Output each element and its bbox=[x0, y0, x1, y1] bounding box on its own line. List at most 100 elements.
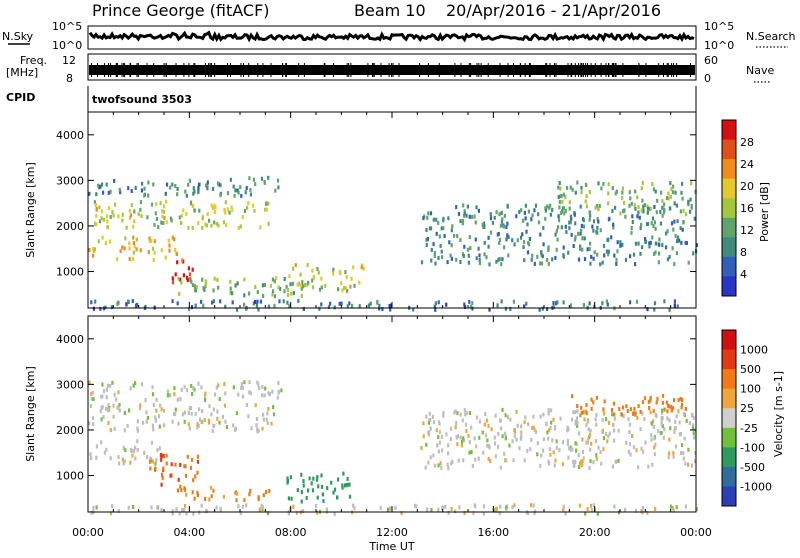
echo-cell bbox=[498, 241, 501, 245]
echo-cell bbox=[566, 441, 569, 446]
echo-cell bbox=[316, 475, 319, 480]
nsky-tick-high: 10^5 bbox=[52, 20, 82, 33]
echo-cell bbox=[114, 202, 117, 207]
echo-cell bbox=[99, 409, 102, 414]
echo-cell bbox=[684, 240, 687, 245]
echo-cell bbox=[530, 257, 533, 262]
echo-cell bbox=[687, 447, 690, 452]
echo-cell bbox=[196, 470, 199, 475]
echo-cell bbox=[547, 261, 550, 266]
echo-cell bbox=[532, 503, 535, 508]
echo-cell bbox=[319, 287, 322, 292]
echo-cell bbox=[322, 499, 325, 504]
echo-cell bbox=[574, 235, 577, 240]
echo-cell bbox=[497, 257, 500, 262]
echo-cell bbox=[684, 504, 687, 509]
echo-cell bbox=[674, 190, 677, 195]
echo-cell bbox=[472, 511, 475, 516]
echo-cell bbox=[607, 434, 610, 439]
echo-cell bbox=[434, 261, 437, 266]
echo-cell bbox=[205, 183, 208, 188]
echo-cell bbox=[179, 484, 182, 489]
echo-cell bbox=[445, 432, 448, 437]
echo-cell bbox=[429, 426, 432, 431]
echo-cell bbox=[320, 302, 323, 307]
echo-cell bbox=[178, 511, 181, 516]
echo-cell bbox=[204, 222, 207, 227]
echo-cell bbox=[274, 188, 277, 193]
echo-cell bbox=[426, 236, 429, 241]
echo-cell bbox=[174, 272, 177, 277]
echo-cell bbox=[653, 445, 656, 450]
echo-cell bbox=[549, 212, 552, 217]
echo-cell bbox=[232, 184, 235, 189]
echo-cell bbox=[525, 301, 528, 306]
echo-cell bbox=[111, 504, 114, 509]
echo-cell bbox=[557, 195, 560, 200]
echo-cell bbox=[518, 446, 521, 451]
power-colorbar-tick-label: 28 bbox=[740, 136, 754, 149]
echo-cell bbox=[591, 508, 594, 513]
echo-cell bbox=[530, 503, 533, 508]
echo-cell bbox=[641, 505, 644, 510]
echo-cell bbox=[225, 425, 228, 430]
echo-cell bbox=[694, 451, 697, 455]
echo-cell bbox=[463, 302, 466, 307]
echo-cell bbox=[332, 267, 335, 272]
echo-cell bbox=[463, 211, 466, 216]
echo-cell bbox=[311, 278, 314, 283]
echo-cell bbox=[272, 289, 275, 294]
echo-cell bbox=[263, 283, 266, 287]
echo-cell bbox=[572, 459, 575, 464]
y-tick-label: 3000 bbox=[56, 378, 84, 391]
echo-cell bbox=[136, 448, 139, 452]
echo-cell bbox=[243, 302, 246, 307]
echo-cell bbox=[592, 503, 595, 508]
echo-cell bbox=[613, 253, 616, 258]
echo-cell bbox=[597, 207, 600, 212]
echo-cell bbox=[678, 238, 681, 243]
velocity-colorbar-tick-label: 25 bbox=[740, 402, 754, 415]
echo-cell bbox=[378, 306, 381, 311]
echo-cell bbox=[265, 202, 268, 206]
echo-cell bbox=[338, 301, 341, 306]
echo-cell bbox=[260, 176, 264, 181]
echo-cell bbox=[163, 408, 166, 413]
echo-cell bbox=[467, 260, 470, 265]
echo-cell bbox=[165, 199, 168, 204]
echo-cell bbox=[333, 487, 337, 492]
freq-sample bbox=[285, 63, 287, 77]
echo-cell bbox=[223, 403, 226, 408]
echo-cell bbox=[219, 508, 223, 513]
echo-cell bbox=[587, 427, 590, 432]
echo-cell bbox=[267, 391, 270, 396]
echo-cell bbox=[653, 252, 656, 256]
echo-cell bbox=[129, 216, 132, 221]
echo-cell bbox=[476, 415, 479, 420]
echo-cell bbox=[283, 289, 286, 294]
echo-cell bbox=[568, 446, 571, 451]
echo-cell bbox=[660, 190, 663, 195]
y-tick-label: 2000 bbox=[56, 424, 84, 437]
freq-label: Freq. bbox=[20, 54, 47, 67]
echo-cell bbox=[262, 412, 265, 417]
echo-cell bbox=[556, 300, 559, 305]
echo-cell bbox=[595, 203, 599, 208]
echo-cell bbox=[502, 224, 505, 229]
echo-cell bbox=[162, 209, 165, 214]
echo-cell bbox=[433, 254, 436, 258]
freq-sample bbox=[367, 63, 369, 77]
echo-cell bbox=[136, 428, 139, 433]
echo-cell bbox=[333, 511, 336, 516]
echo-cell bbox=[644, 440, 647, 445]
echo-cell bbox=[521, 232, 524, 237]
echo-cell bbox=[634, 262, 637, 267]
echo-cell bbox=[577, 453, 580, 458]
echo-cell bbox=[634, 189, 637, 194]
echo-cell bbox=[422, 434, 425, 439]
echo-cell bbox=[173, 392, 176, 397]
echo-cell bbox=[196, 459, 200, 464]
echo-cell bbox=[666, 257, 670, 262]
echo-cell bbox=[678, 432, 681, 437]
echo-cell bbox=[473, 436, 476, 441]
